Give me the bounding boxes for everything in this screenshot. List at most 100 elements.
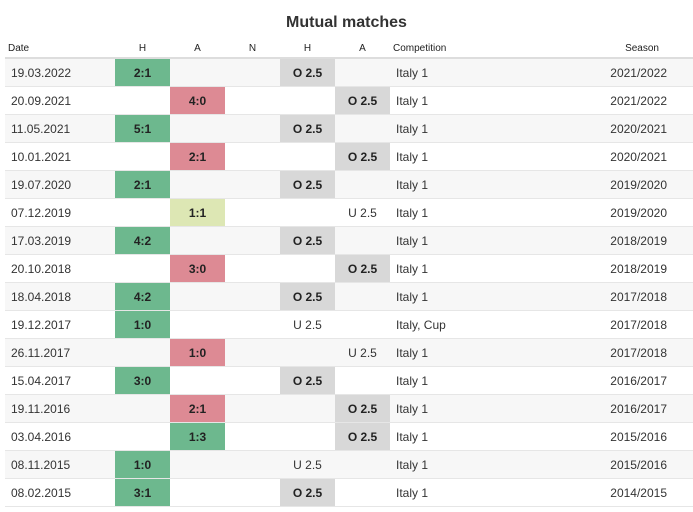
competition: Italy 1 [390, 86, 538, 115]
match-date: 19.03.2022 [5, 58, 115, 87]
match-date: 20.09.2021 [5, 86, 115, 115]
season: 2015/2016 [538, 450, 693, 479]
table-row[interactable]: 19.11.2016 2:1 O 2.5 Italy 1 2016/2017 [5, 394, 693, 423]
table-row[interactable]: 20.09.2021 4:0 O 2.5 Italy 1 2021/2022 [5, 86, 693, 115]
competition: Italy 1 [390, 254, 538, 283]
competition: Italy 1 [390, 450, 538, 479]
col-date-header[interactable]: Date [5, 40, 115, 59]
season: 2018/2019 [538, 226, 693, 255]
neutral-result [225, 226, 280, 255]
table-row[interactable]: 11.05.2021 5:1 O 2.5 Italy 1 2020/2021 [5, 114, 693, 143]
over-under-home: O 2.5 [280, 366, 335, 395]
over-under-away: O 2.5 [335, 394, 390, 423]
table-row[interactable]: 19.12.2017 1:0 U 2.5 Italy, Cup 2017/2018 [5, 310, 693, 339]
table-row[interactable]: 10.01.2021 2:1 O 2.5 Italy 1 2020/2021 [5, 142, 693, 171]
col-ou-home-header[interactable]: H [280, 40, 335, 59]
away-result [170, 366, 225, 395]
over-under-away: O 2.5 [335, 142, 390, 171]
header-row: Date H A N H A Competition Season [5, 40, 693, 59]
home-result [115, 338, 170, 367]
competition: Italy 1 [390, 338, 538, 367]
col-ou-away-header[interactable]: A [335, 40, 390, 59]
away-result: 1:3 [170, 422, 225, 451]
home-result [115, 422, 170, 451]
home-result: 5:1 [115, 114, 170, 143]
col-home-header[interactable]: H [115, 40, 170, 59]
neutral-result [225, 282, 280, 311]
away-result: 1:1 [170, 198, 225, 227]
home-result: 4:2 [115, 282, 170, 311]
table-row[interactable]: 03.04.2016 1:3 O 2.5 Italy 1 2015/2016 [5, 422, 693, 451]
table-row[interactable]: 17.03.2019 4:2 O 2.5 Italy 1 2018/2019 [5, 226, 693, 255]
over-under-home [280, 338, 335, 367]
neutral-result [225, 58, 280, 87]
table-row[interactable]: 15.04.2017 3:0 O 2.5 Italy 1 2016/2017 [5, 366, 693, 395]
neutral-result [225, 338, 280, 367]
season: 2014/2015 [538, 478, 693, 507]
season: 2021/2022 [538, 58, 693, 87]
over-under-home [280, 198, 335, 227]
neutral-result [225, 478, 280, 507]
season: 2017/2018 [538, 310, 693, 339]
table-row[interactable]: 20.10.2018 3:0 O 2.5 Italy 1 2018/2019 [5, 254, 693, 283]
table-row[interactable]: 08.11.2015 1:0 U 2.5 Italy 1 2015/2016 [5, 450, 693, 479]
season: 2019/2020 [538, 198, 693, 227]
season: 2018/2019 [538, 254, 693, 283]
away-result: 1:0 [170, 338, 225, 367]
match-date: 07.12.2019 [5, 198, 115, 227]
col-competition-header[interactable]: Competition [390, 40, 538, 59]
over-under-home: O 2.5 [280, 114, 335, 143]
mutual-matches-table: Date H A N H A Competition Season 19.03.… [5, 40, 693, 507]
away-result [170, 478, 225, 507]
home-result [115, 198, 170, 227]
away-result [170, 114, 225, 143]
over-under-home: O 2.5 [280, 226, 335, 255]
col-season-header[interactable]: Season [538, 40, 693, 59]
home-result [115, 394, 170, 423]
home-result: 2:1 [115, 58, 170, 87]
match-date: 26.11.2017 [5, 338, 115, 367]
competition: Italy 1 [390, 478, 538, 507]
over-under-away: O 2.5 [335, 86, 390, 115]
neutral-result [225, 86, 280, 115]
over-under-home: U 2.5 [280, 310, 335, 339]
table-row[interactable]: 08.02.2015 3:1 O 2.5 Italy 1 2014/2015 [5, 478, 693, 507]
competition: Italy 1 [390, 198, 538, 227]
col-away-header[interactable]: A [170, 40, 225, 59]
col-neutral-header[interactable]: N [225, 40, 280, 59]
competition: Italy 1 [390, 142, 538, 171]
home-result: 2:1 [115, 170, 170, 199]
neutral-result [225, 114, 280, 143]
home-result: 1:0 [115, 450, 170, 479]
match-date: 15.04.2017 [5, 366, 115, 395]
away-result: 3:0 [170, 254, 225, 283]
home-result: 1:0 [115, 310, 170, 339]
home-result [115, 86, 170, 115]
over-under-home [280, 142, 335, 171]
over-under-home [280, 422, 335, 451]
away-result [170, 170, 225, 199]
match-date: 20.10.2018 [5, 254, 115, 283]
match-date: 10.01.2021 [5, 142, 115, 171]
away-result [170, 450, 225, 479]
match-date: 11.05.2021 [5, 114, 115, 143]
table-row[interactable]: 18.04.2018 4:2 O 2.5 Italy 1 2017/2018 [5, 282, 693, 311]
season: 2020/2021 [538, 114, 693, 143]
season: 2016/2017 [538, 394, 693, 423]
match-date: 18.04.2018 [5, 282, 115, 311]
over-under-home: O 2.5 [280, 170, 335, 199]
over-under-away [335, 226, 390, 255]
over-under-home: O 2.5 [280, 282, 335, 311]
match-date: 19.07.2020 [5, 170, 115, 199]
away-result: 4:0 [170, 86, 225, 115]
table-row[interactable]: 26.11.2017 1:0 U 2.5 Italy 1 2017/2018 [5, 338, 693, 367]
over-under-away [335, 478, 390, 507]
competition: Italy 1 [390, 394, 538, 423]
table-row[interactable]: 19.03.2022 2:1 O 2.5 Italy 1 2021/2022 [5, 58, 693, 87]
competition: Italy 1 [390, 170, 538, 199]
neutral-result [225, 422, 280, 451]
competition: Italy, Cup [390, 310, 538, 339]
table-row[interactable]: 07.12.2019 1:1 U 2.5 Italy 1 2019/2020 [5, 198, 693, 227]
over-under-away [335, 58, 390, 87]
table-row[interactable]: 19.07.2020 2:1 O 2.5 Italy 1 2019/2020 [5, 170, 693, 199]
